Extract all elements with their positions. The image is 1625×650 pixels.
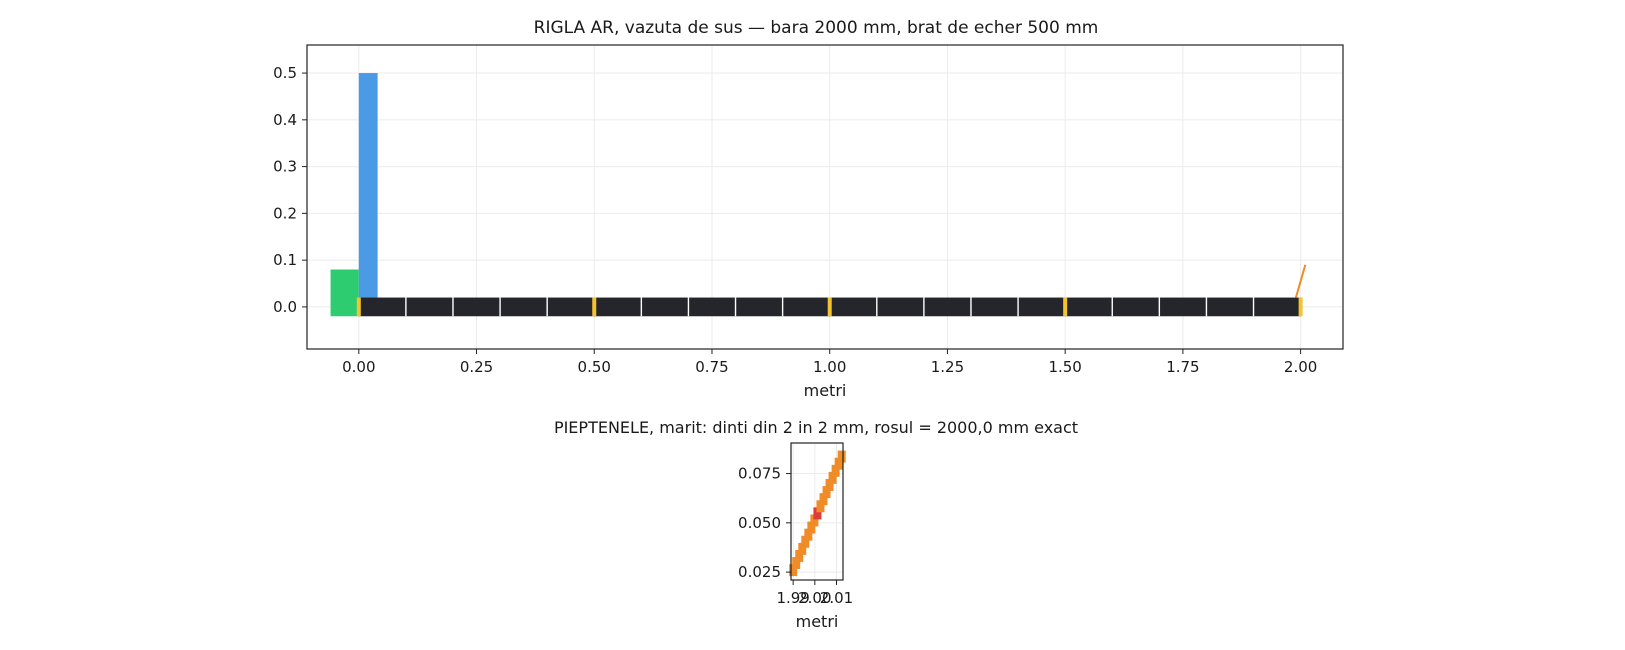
- main-plot: RIGLA AR, vazuta de sus — bara 2000 mm, …: [273, 18, 1344, 400]
- main-x-tick-label: 1.00: [813, 358, 846, 376]
- inset-x-tick-label: 2.01: [820, 589, 853, 607]
- main-shapes: [330, 73, 1307, 317]
- half-meter-mark: [827, 297, 832, 317]
- main-y-tick-label: 0.5: [273, 64, 297, 82]
- end-block: [330, 269, 359, 317]
- inset-y-tick-label: 0.025: [738, 563, 781, 581]
- main-x-tick-label: 0.50: [578, 358, 611, 376]
- main-x-tick-label: 2.00: [1284, 358, 1317, 376]
- main-y-tick-label: 0.0: [273, 298, 297, 316]
- comb-tooth: [828, 471, 837, 484]
- main-y-ticks: 0.0 0.1 0.2 0.3 0.4 0.5: [273, 64, 307, 316]
- comb-tooth: [837, 450, 846, 463]
- inset-teeth: [789, 450, 846, 577]
- square-arm: [358, 73, 378, 307]
- inset-plot: PIEPTENELE, marit: dinti din 2 in 2 mm, …: [554, 418, 1078, 631]
- main-x-ticks: 0.00 0.25 0.50 0.75 1.00 1.25 1.50 1.75 2.00: [342, 349, 1317, 376]
- main-chart-title: RIGLA AR, vazuta de sus — bara 2000 mm, …: [534, 18, 1099, 38]
- comb-tooth: [807, 521, 816, 534]
- comb-tooth: [834, 457, 843, 470]
- main-plot-frame: [306, 44, 1344, 350]
- comb-tooth: [798, 542, 807, 555]
- comb-tooth-exact: [813, 507, 822, 520]
- main-x-axis-label: metri: [804, 381, 847, 400]
- comb-tooth: [792, 557, 801, 570]
- inset-x-tick-label: 2.00: [798, 589, 831, 607]
- main-x-tick-label: 0.00: [342, 358, 375, 376]
- comb-tooth: [789, 564, 798, 577]
- main-y-tick-label: 0.1: [273, 251, 297, 269]
- inset-grid: [791, 443, 843, 580]
- main-y-tick-label: 0.2: [273, 204, 297, 222]
- half-meter-mark: [592, 297, 597, 317]
- comb-tooth: [801, 535, 810, 548]
- comb-tooth: [816, 500, 825, 513]
- inset-x-axis-label: metri: [796, 612, 839, 631]
- comb-line: [1294, 264, 1307, 298]
- main-x-tick-label: 0.75: [695, 358, 728, 376]
- half-meter-mark: [1298, 297, 1303, 317]
- inset-chart-title: PIEPTENELE, marit: dinti din 2 in 2 mm, …: [554, 418, 1078, 437]
- comb-tooth: [810, 514, 819, 527]
- comb-tooth: [804, 528, 813, 541]
- main-y-tick-label: 0.3: [273, 158, 297, 176]
- inset-y-tick-label: 0.050: [738, 514, 781, 532]
- main-x-tick-label: 1.75: [1166, 358, 1199, 376]
- half-meter-mark: [1063, 297, 1068, 317]
- comb-tooth: [795, 549, 804, 562]
- comb-tooth: [831, 464, 840, 477]
- half-meter-mark: [356, 297, 361, 317]
- inset-plot-frame: [790, 442, 844, 581]
- inset-y-tick-label: 0.075: [738, 465, 781, 483]
- comb-tooth: [819, 493, 828, 506]
- comb-tooth: [822, 486, 831, 499]
- main-x-tick-label: 1.50: [1048, 358, 1081, 376]
- main-x-tick-label: 1.25: [931, 358, 964, 376]
- inset-y-ticks: 0.025 0.050 0.075: [738, 465, 791, 581]
- main-y-tick-label: 0.4: [273, 111, 297, 129]
- main-x-tick-label: 0.25: [460, 358, 493, 376]
- inset-x-tick-label: 1.99: [776, 589, 809, 607]
- inset-x-ticks: 1.992.002.01: [776, 580, 853, 607]
- comb-tooth: [825, 478, 834, 491]
